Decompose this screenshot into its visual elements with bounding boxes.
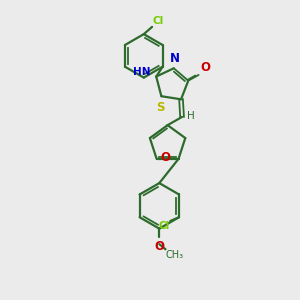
Text: O: O (200, 61, 210, 74)
Text: S: S (156, 101, 165, 114)
Text: Cl: Cl (152, 16, 164, 26)
Text: CH₃: CH₃ (166, 250, 184, 260)
Text: H: H (187, 111, 194, 121)
Text: O: O (154, 240, 164, 253)
Text: Cl: Cl (159, 221, 170, 231)
Text: HN: HN (133, 67, 151, 76)
Text: O: O (160, 151, 170, 164)
Text: N: N (170, 52, 180, 65)
